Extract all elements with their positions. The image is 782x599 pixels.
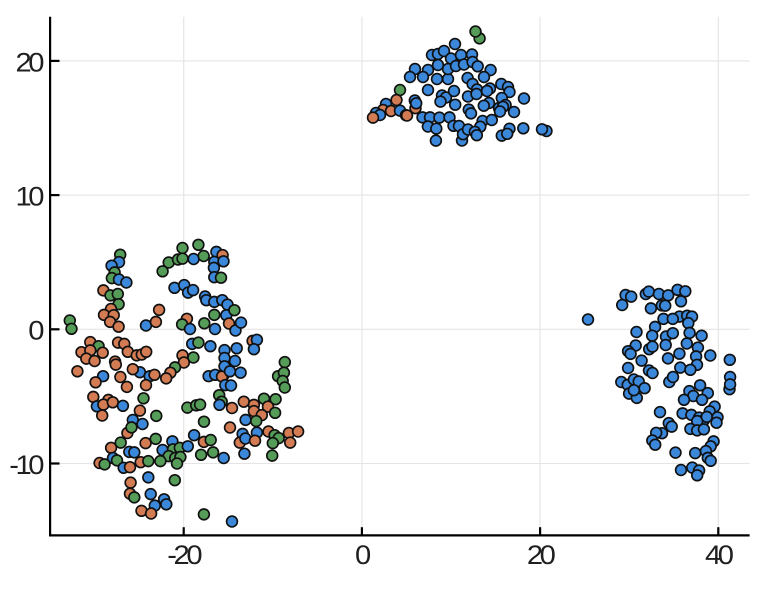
svg-text:40: 40 [705,540,733,570]
svg-text:20: 20 [15,47,43,77]
svg-text:-10: -10 [9,450,44,480]
svg-text:-20: -20 [167,540,202,570]
svg-text:10: 10 [15,181,43,211]
svg-text:20: 20 [527,540,555,570]
